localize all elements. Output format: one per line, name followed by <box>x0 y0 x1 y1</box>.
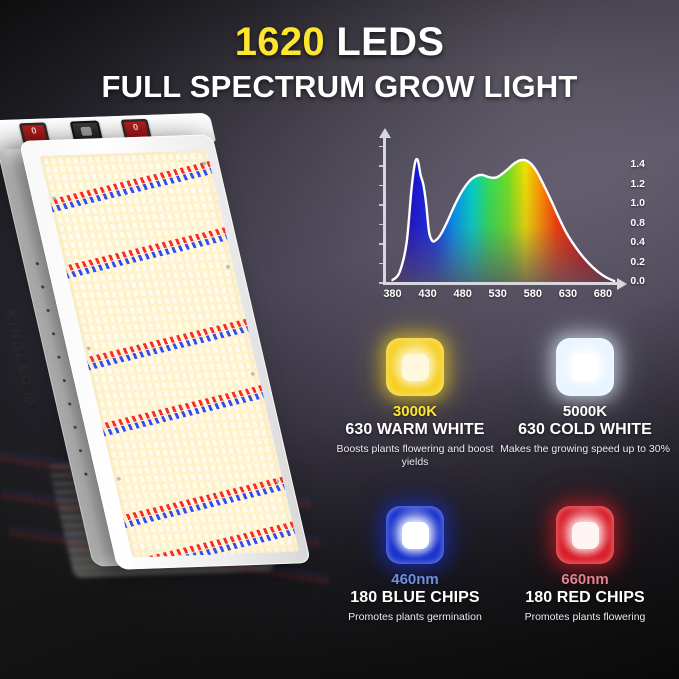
headline-block: 1620 LEDS FULL SPECTRUM GROW LIGHT <box>0 22 679 105</box>
feature-title: 630 WARM WHITE <box>345 421 485 438</box>
warm-white-led-chip-icon <box>386 338 444 396</box>
x-tick-label: 630 <box>558 288 578 300</box>
feature-desc: Boosts plants flowering and boost yields <box>336 443 494 469</box>
feature-card: 3000K 630 WARM WHITE Boosts plants flowe… <box>330 338 500 469</box>
blue-led-chip-icon <box>386 506 444 564</box>
feature-kelvin: 660nm <box>561 571 609 588</box>
y-axis <box>383 136 386 284</box>
y-tick-mark <box>379 184 383 187</box>
y-tick-label: 0.2 <box>630 255 645 268</box>
feature-kelvin: 5000K <box>562 403 608 420</box>
spectrum-chart: 0.0 0.2 0.4 0.8 1.0 1.2 1.4 380 430 480 530 580 630… <box>345 128 645 314</box>
y-tick-mark <box>379 282 383 284</box>
feature-grid: 3000K 630 WARM WHITE Boosts plants flowe… <box>330 338 670 658</box>
x-tick-label: 480 <box>453 288 472 300</box>
brand-logo: KINGLED <box>3 310 52 457</box>
x-tick-label: 680 <box>593 288 613 300</box>
y-tick-mark <box>379 262 383 265</box>
crown-icon <box>22 392 37 404</box>
y-tick-label: 1.4 <box>630 158 645 171</box>
x-axis-arrow-icon <box>617 278 627 290</box>
y-tick-mark <box>379 145 383 148</box>
feature-card: 660nm 180 RED CHIPS Promotes plants flow… <box>500 506 670 624</box>
feature-desc: Promotes plants germination <box>348 611 482 623</box>
feature-desc: Promotes plants flowering <box>524 611 646 623</box>
y-tick-label: 1.2 <box>630 177 645 190</box>
feature-title: 180 RED CHIPS <box>525 589 645 606</box>
red-led-chip-icon <box>556 506 614 564</box>
feature-card: 5000K 630 COLD WHITE Makes the growing s… <box>500 338 670 456</box>
led-stripe-row <box>89 511 300 558</box>
feature-title: 630 COLD WHITE <box>518 421 652 438</box>
led-stripe-row <box>39 217 271 289</box>
x-tick-label: 530 <box>488 288 507 300</box>
y-tick-mark <box>379 243 383 245</box>
y-tick-label: 1.0 <box>630 197 645 210</box>
feature-kelvin: 3000K <box>392 403 438 420</box>
x-axis <box>383 282 621 285</box>
led-count-suffix: LEDS <box>324 20 445 64</box>
y-axis-arrow-icon <box>378 128 391 138</box>
y-tick-mark <box>379 165 383 167</box>
page-title: 1620 LEDS <box>0 22 679 63</box>
product-image: KINGLED <box>0 112 330 632</box>
feature-title: 180 BLUE CHIPS <box>350 589 480 606</box>
x-tick-label: 380 <box>383 288 402 300</box>
y-tick-mark <box>379 204 383 206</box>
y-tick-label: 0.0 <box>630 275 645 287</box>
led-stripe-row <box>42 309 293 381</box>
x-tick-label: 430 <box>418 288 437 300</box>
y-tick-label: 0.8 <box>630 216 645 229</box>
page-subtitle: FULL SPECTRUM GROW LIGHT <box>101 68 578 104</box>
spectrum-curve <box>391 157 616 283</box>
led-stripe-row <box>58 375 300 447</box>
feature-card: 460nm 180 BLUE CHIPS Promotes plants ger… <box>330 506 500 624</box>
y-tick-mark <box>379 223 383 226</box>
led-panel: KINGLED <box>0 112 312 570</box>
x-tick-label: 580 <box>523 288 542 300</box>
led-count: 1620 <box>234 20 325 64</box>
brand-name: KINGLED <box>2 309 36 388</box>
y-tick-label: 0.4 <box>630 236 645 249</box>
feature-kelvin: 460nm <box>391 571 439 588</box>
led-stripe-row <box>39 151 256 223</box>
feature-desc: Makes the growing speed up to 30% <box>500 443 670 455</box>
cold-white-led-chip-icon <box>556 338 614 396</box>
